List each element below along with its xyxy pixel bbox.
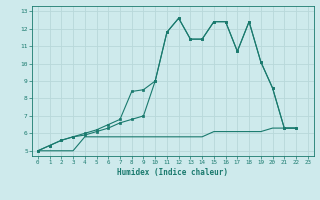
X-axis label: Humidex (Indice chaleur): Humidex (Indice chaleur) [117, 168, 228, 177]
